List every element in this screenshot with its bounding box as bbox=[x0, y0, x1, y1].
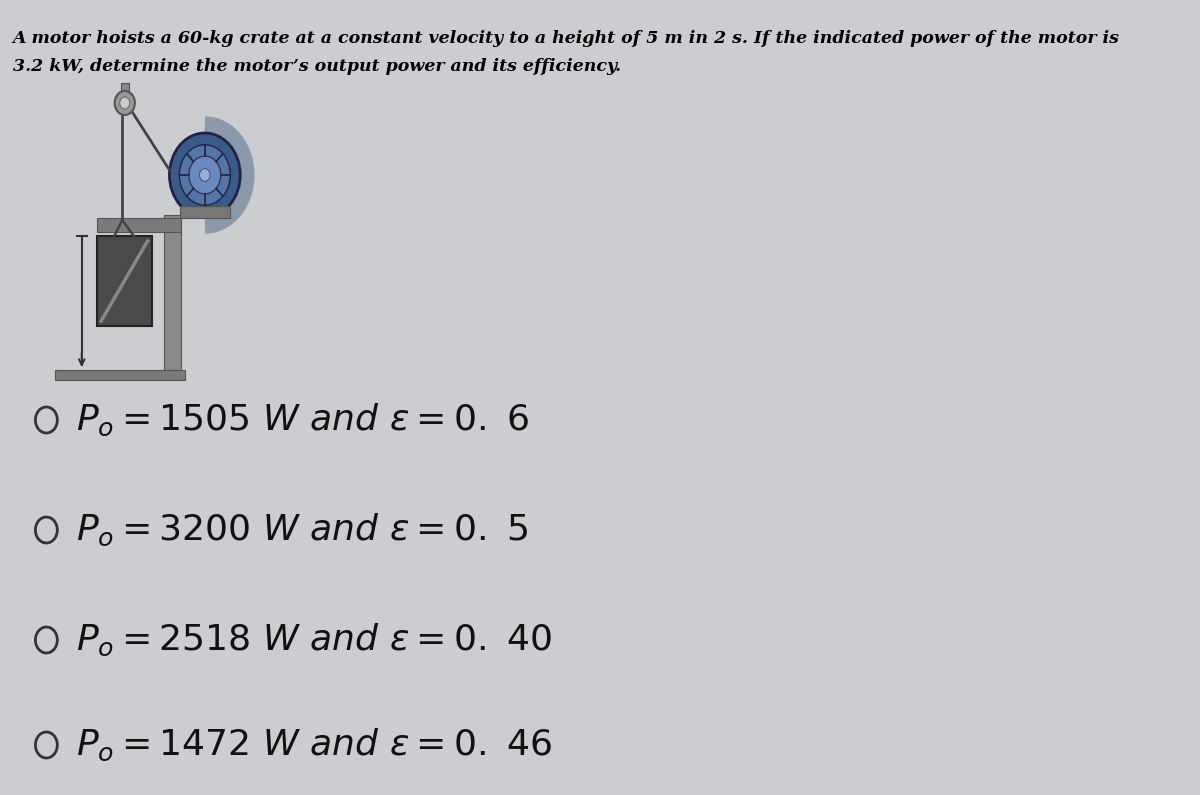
Circle shape bbox=[199, 169, 210, 181]
Bar bbox=[55, 370, 186, 380]
Bar bbox=[97, 218, 181, 232]
Text: $P_o = 2518\ W\ \mathit{and}\ \varepsilon = 0.\ 40$: $P_o = 2518\ W\ \mathit{and}\ \varepsilo… bbox=[76, 622, 552, 658]
Bar bbox=[120, 83, 128, 103]
Bar bbox=[180, 206, 230, 218]
Bar bbox=[164, 215, 181, 370]
Text: 3.2 kW, determine the motor’s output power and its efficiency.: 3.2 kW, determine the motor’s output pow… bbox=[13, 58, 620, 75]
Circle shape bbox=[179, 145, 230, 205]
Text: $P_o = 3200\ W\ \mathit{and}\ \varepsilon = 0.\ 5$: $P_o = 3200\ W\ \mathit{and}\ \varepsilo… bbox=[76, 512, 528, 548]
Bar bbox=[97, 236, 151, 326]
Circle shape bbox=[120, 97, 130, 109]
Circle shape bbox=[169, 133, 240, 217]
Text: A motor hoists a 60-kg crate at a constant velocity to a height of 5 m in 2 s. I: A motor hoists a 60-kg crate at a consta… bbox=[13, 30, 1120, 47]
Text: $P_o = 1472\ W\ \mathit{and}\ \varepsilon = 0.\ 46$: $P_o = 1472\ W\ \mathit{and}\ \varepsilo… bbox=[76, 727, 552, 763]
Text: $P_o = 1505\ W\ \mathit{and}\ \varepsilon = 0.\ 6$: $P_o = 1505\ W\ \mathit{and}\ \varepsilo… bbox=[76, 401, 529, 438]
Circle shape bbox=[115, 91, 134, 115]
Circle shape bbox=[188, 156, 221, 194]
